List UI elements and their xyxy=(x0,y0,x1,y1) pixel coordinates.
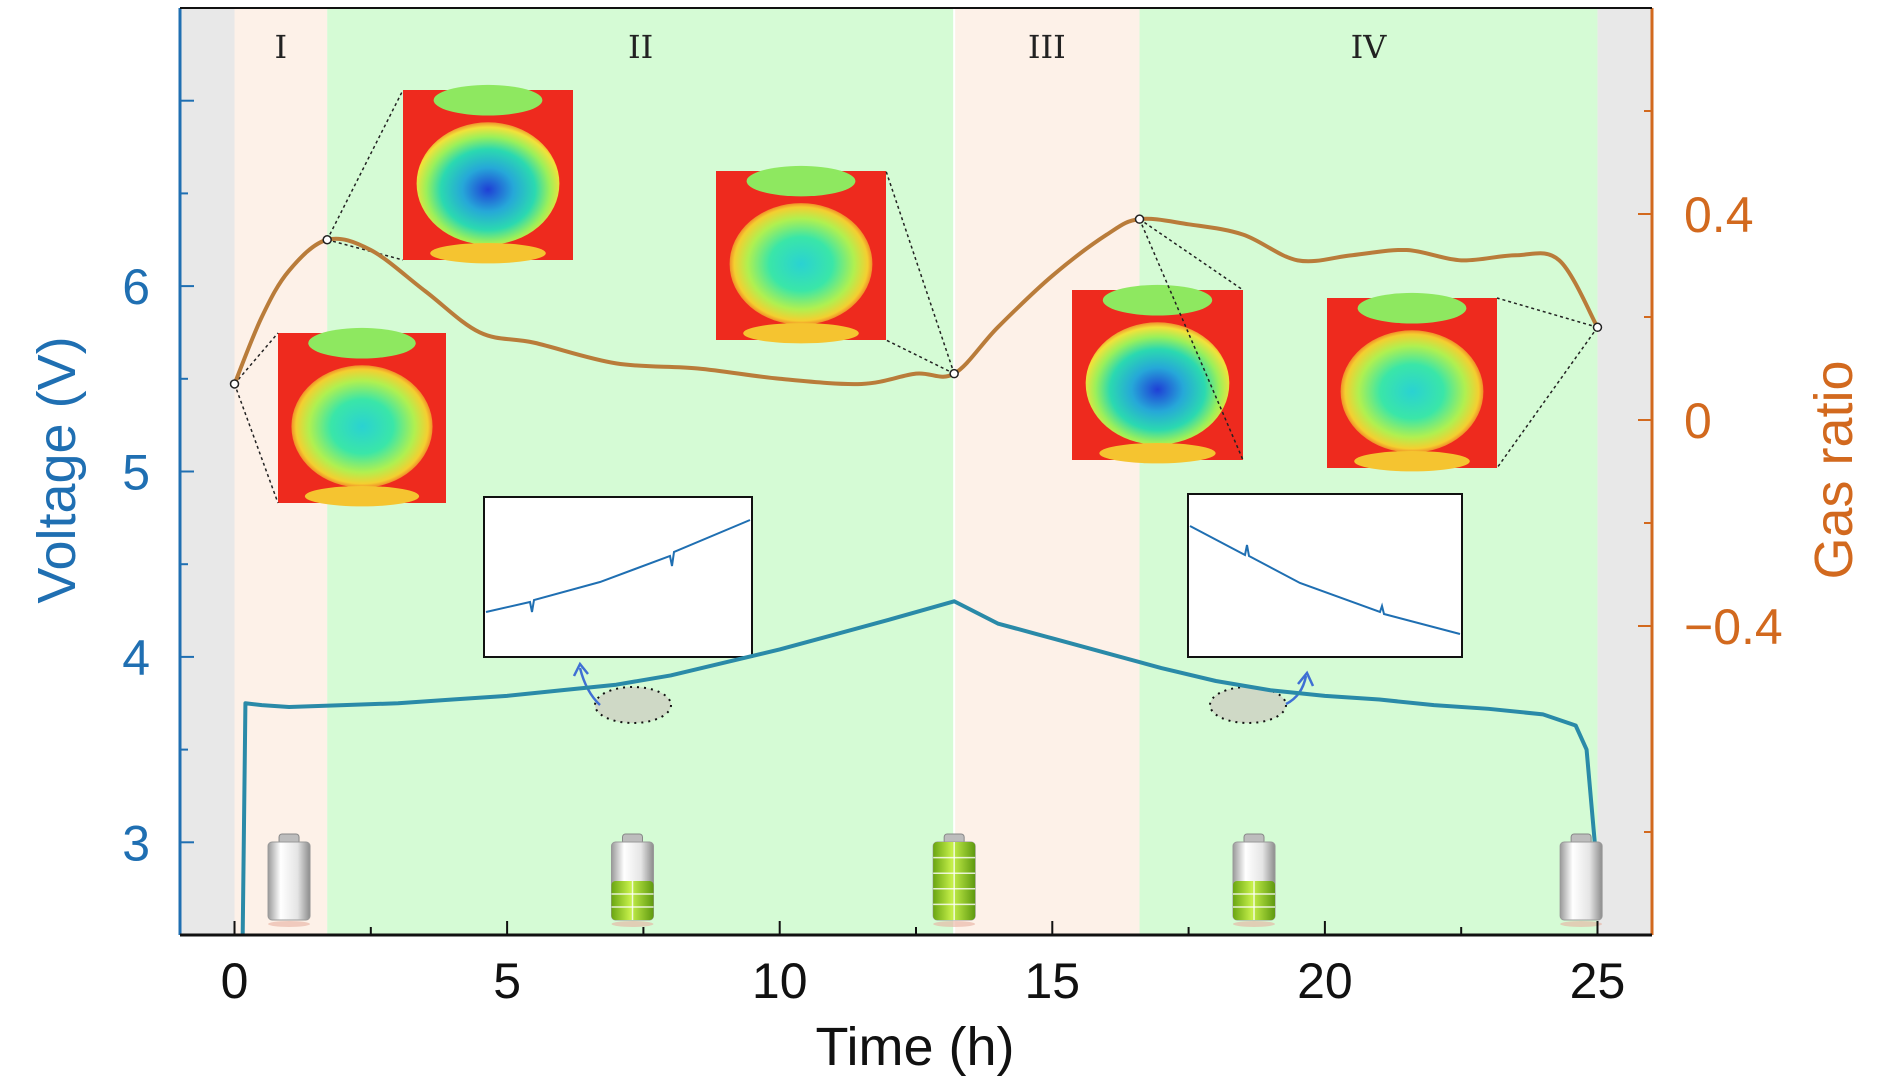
gas-marker-1 xyxy=(322,235,332,245)
heatmap-leader-bottom-4 xyxy=(1496,326,1599,469)
zoom-discharge-marker xyxy=(1209,686,1287,724)
phase-band-3 xyxy=(954,8,1140,935)
y-left-tick-label-1: 4 xyxy=(122,630,150,686)
heatmap-core-3 xyxy=(1085,322,1230,445)
heatmap-core-1 xyxy=(416,122,560,245)
zoom-discharge-frame xyxy=(1187,493,1463,658)
heatmap-top-3 xyxy=(1102,284,1213,316)
heatmap-bottom-0 xyxy=(304,486,420,507)
heatmap-leader-top-1 xyxy=(326,89,404,241)
battery-shell-0 xyxy=(267,841,311,921)
x-tick-label-3: 15 xyxy=(1024,953,1080,1009)
heatmap-leader-top-3 xyxy=(1139,218,1244,291)
y-right-tick-label-2: 0.4 xyxy=(1684,187,1754,243)
phase-labels: I II III IV xyxy=(275,28,1388,66)
heatmap-core-4 xyxy=(1340,330,1484,453)
phase-label-IV: IV xyxy=(1351,28,1388,66)
gas-marker-2 xyxy=(949,368,959,379)
phase-label-I: I xyxy=(275,28,288,66)
gas-marker-0 xyxy=(229,379,240,389)
battery-shadow-2 xyxy=(933,921,976,927)
gas-marker-3 xyxy=(1134,214,1145,224)
heatmap-leader-top-0 xyxy=(233,332,279,385)
y-left-tick-label-3: 6 xyxy=(122,259,150,315)
heatmap-bottom-4 xyxy=(1354,451,1470,472)
y-right-tick-label-0: −0.4 xyxy=(1684,599,1783,655)
x-tick-label-1: 5 xyxy=(493,953,521,1009)
heatmap-core-0 xyxy=(291,365,433,488)
phase-band-4 xyxy=(1139,8,1598,935)
battery-shadow-3 xyxy=(1233,921,1276,927)
heatmap-leader-bottom-2 xyxy=(885,339,955,375)
gas-ratio-series xyxy=(229,214,1603,389)
x-tick-label-4: 20 xyxy=(1297,953,1353,1009)
heatmap-insets xyxy=(233,84,1599,507)
phase-label-III: III xyxy=(1028,28,1066,66)
phase-label-II: II xyxy=(628,28,653,66)
battery-shadow-4 xyxy=(1560,921,1603,927)
heatmap-top-1 xyxy=(433,84,543,116)
battery-shell-4 xyxy=(1559,841,1603,921)
y-left-tick-label-0: 3 xyxy=(122,815,150,871)
battery-shadow-1 xyxy=(611,921,654,927)
heatmap-bottom-3 xyxy=(1099,443,1216,464)
series-line-0 xyxy=(240,599,1597,936)
heatmap-top-2 xyxy=(746,165,856,197)
heatmap-bottom-2 xyxy=(743,323,859,344)
heatmap-core-2 xyxy=(729,203,873,325)
x-axis-title: Time (h) xyxy=(816,1017,1015,1077)
heatmap-bottom-1 xyxy=(430,243,546,264)
gas-marker-4 xyxy=(1592,322,1603,333)
zoom-discharge-trace xyxy=(1189,525,1461,635)
battery-icons xyxy=(267,833,1603,927)
heatmap-leader-bottom-1 xyxy=(327,239,404,261)
zoom-charge-arrowhead xyxy=(572,661,589,677)
heatmap-top-0 xyxy=(308,327,416,359)
zoom-charge-frame xyxy=(483,496,753,658)
y-left-axis-title: Voltage (V) xyxy=(27,336,87,603)
series-line-1 xyxy=(232,216,1600,387)
phase-band-5 xyxy=(1597,8,1652,935)
y-left-tick-label-2: 5 xyxy=(122,445,150,501)
heatmap-leader-bottom-3 xyxy=(1138,218,1244,461)
x-tick-label-2: 10 xyxy=(752,953,808,1009)
x-tick-label-5: 25 xyxy=(1570,953,1626,1009)
zoom-discharge-arrowhead xyxy=(1297,670,1315,687)
y-right-axis-title: Gas ratio xyxy=(1804,360,1864,579)
axes: 0 5 10 15 20 25 3 4 5 6 −0.4 0 0.4 xyxy=(122,7,1783,1009)
zoom-charge-trace xyxy=(485,519,751,613)
zoom-inset-boxes xyxy=(483,493,1463,724)
y-right-tick-label-1: 0 xyxy=(1684,393,1712,449)
heatmap-top-4 xyxy=(1357,292,1467,324)
battery-shadow-0 xyxy=(268,921,311,927)
zoom-charge-marker xyxy=(594,686,672,724)
voltage-series xyxy=(240,599,1597,936)
x-tick-label-0: 0 xyxy=(221,953,249,1009)
